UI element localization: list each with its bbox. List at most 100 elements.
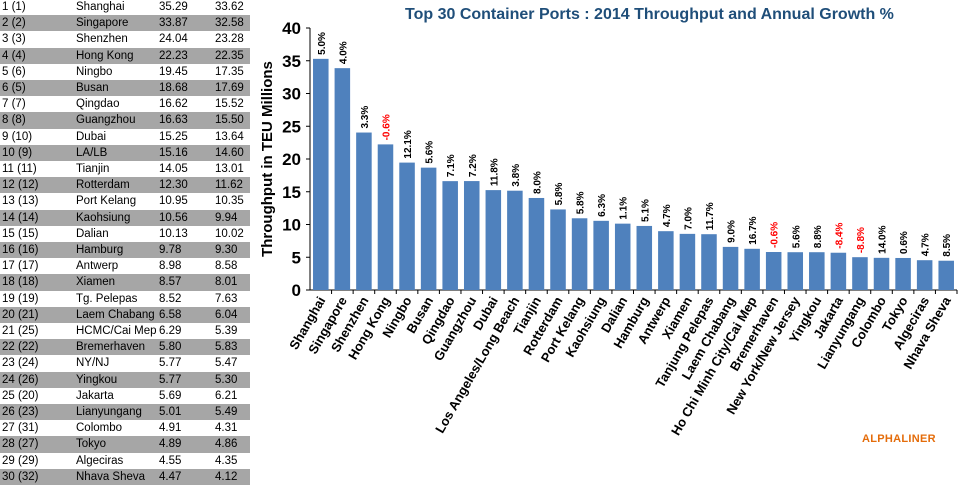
port-name-cell: HCMC/Cai Mep (76, 325, 157, 337)
table-row: 20 (21) Laem Chabang 6.58 6.04 (0, 306, 250, 323)
bar (636, 225, 653, 290)
rank-cell: 28 (27) (2, 438, 39, 451)
throughput-2013-cell: 22.35 (215, 49, 244, 62)
table-row: 19 (19) Tg. Pelepas 8.52 7.63 (0, 291, 250, 307)
table-row: 29 (29) Algeciras 4.55 4.35 (0, 453, 250, 469)
y-tick-label: 40 (282, 19, 301, 38)
throughput-2014-cell: 15.16 (159, 146, 188, 159)
growth-data-label: 5.0% (317, 32, 328, 55)
throughput-2014-cell: 4.55 (159, 454, 182, 467)
throughput-2014-cell: 10.56 (159, 211, 188, 224)
throughput-2014-cell: 4.91 (159, 422, 182, 435)
bar (377, 144, 394, 290)
growth-data-label: 7.0% (683, 207, 694, 230)
table-row: 2 (2) Singapore 33.87 32.58 (0, 15, 250, 32)
table-row: 7 (7) Qingdao 16.62 15.52 (0, 96, 250, 112)
rank-cell: 23 (24) (2, 357, 39, 370)
table-row: 26 (23) Lianyungang 5.01 5.49 (0, 404, 250, 421)
growth-data-label: 5.1% (640, 199, 651, 222)
growth-data-label: 8.5% (942, 234, 953, 257)
table-row: 16 (16) Hamburg 9.78 9.30 (0, 242, 250, 259)
port-name-cell: Busan (76, 82, 109, 94)
bar (938, 260, 954, 290)
table-row: 28 (27) Tokyo 4.89 4.86 (0, 436, 250, 453)
y-tick-label: 15 (282, 183, 301, 202)
growth-data-label: 11.8% (489, 158, 500, 186)
throughput-2013-cell: 5.83 (215, 341, 238, 354)
bar (485, 190, 502, 290)
throughput-2013-cell: 7.63 (215, 292, 238, 305)
bar (334, 68, 351, 291)
table-row: 10 (9) LA/LB 15.16 14.60 (0, 144, 250, 161)
table-row: 3 (3) Shenzhen 24.04 23.28 (0, 31, 250, 47)
port-name-cell: Hamburg (76, 244, 124, 256)
throughput-2014-cell: 10.13 (159, 227, 188, 240)
throughput-2013-cell: 10.35 (215, 195, 244, 208)
table-row: 6 (5) Busan 18.68 17.69 (0, 80, 250, 97)
port-name-cell: Algeciras (76, 454, 124, 467)
throughput-2014-cell: 8.98 (159, 260, 182, 273)
growth-data-label: 8.8% (813, 225, 824, 248)
table-row: 1 (1) Shanghai 35.29 33.62 (0, 0, 250, 15)
port-name-cell: Xiamen (76, 276, 115, 289)
throughput-2013-cell: 23.28 (215, 33, 244, 46)
growth-data-label: 16.7% (748, 216, 759, 244)
port-name-cell: Shanghai (76, 1, 125, 13)
port-name-cell: Tg. Pelepas (76, 292, 138, 305)
throughput-2014-cell: 5.77 (159, 373, 182, 386)
rank-cell: 11 (11) (2, 163, 37, 175)
rank-cell: 16 (16) (2, 244, 39, 256)
rank-cell: 21 (25) (2, 325, 39, 337)
throughput-2014-cell: 5.77 (159, 357, 182, 370)
throughput-2013-cell: 17.35 (215, 65, 244, 78)
growth-data-label: 7.2% (468, 154, 479, 177)
table-row: 14 (14) Kaohsiung 10.56 9.94 (0, 209, 250, 226)
y-tick-label: 5 (292, 248, 301, 267)
throughput-2014-cell: 19.45 (159, 65, 188, 78)
growth-data-label: 9.0% (727, 220, 738, 243)
port-name-cell: Guangzhou (76, 114, 136, 127)
port-name-cell: Antwerp (76, 260, 119, 273)
growth-data-label: 3.8% (511, 164, 522, 187)
throughput-2014-cell: 4.47 (159, 470, 182, 483)
table-row: 23 (24) NY/NJ 5.77 5.47 (0, 355, 250, 371)
throughput-2013-cell: 9.30 (215, 244, 238, 256)
bar (765, 252, 782, 290)
throughput-2014-cell: 33.87 (159, 17, 188, 30)
throughput-2013-cell: 13.64 (215, 130, 244, 143)
throughput-2013-cell: 11.62 (215, 179, 243, 192)
rank-cell: 2 (2) (2, 17, 26, 30)
table-row: 21 (25) HCMC/Cai Mep 6.29 5.39 (0, 323, 250, 339)
throughput-2014-cell: 8.52 (159, 292, 182, 305)
throughput-2013-cell: 15.50 (215, 114, 244, 127)
rank-cell: 13 (13) (2, 195, 39, 208)
throughput-2013-cell: 10.02 (215, 227, 244, 240)
bar (442, 181, 458, 290)
throughput-2013-cell: 4.35 (215, 454, 238, 467)
growth-data-label: -0.6% (381, 114, 392, 140)
bar (313, 58, 329, 291)
growth-data-label: -0.6% (770, 222, 781, 248)
throughput-2013-cell: 8.01 (215, 276, 238, 289)
rank-cell: 30 (32) (2, 470, 39, 483)
throughput-2013-cell: 8.58 (215, 260, 238, 273)
rank-cell: 8 (8) (2, 114, 26, 127)
y-tick-label: 35 (282, 52, 301, 71)
throughput-2014-cell: 10.95 (159, 195, 188, 208)
table-row: 11 (11) Tianjin 14.05 13.01 (0, 161, 250, 177)
throughput-2014-cell: 24.04 (159, 33, 188, 46)
throughput-2013-cell: 15.52 (215, 98, 244, 111)
chart-title: Top 30 Container Ports : 2014 Throughput… (405, 6, 894, 23)
table-row: 27 (31) Colombo 4.91 4.31 (0, 420, 250, 436)
bar (593, 220, 609, 290)
growth-data-label: 5.8% (576, 191, 587, 214)
port-name-cell: Ningbo (76, 65, 113, 78)
bar (528, 197, 545, 290)
table-row: 13 (13) Port Kelang 10.95 10.35 (0, 193, 250, 209)
throughput-2014-cell: 18.68 (159, 82, 188, 94)
bar (658, 231, 674, 290)
throughput-2013-cell: 4.12 (215, 470, 238, 483)
growth-data-label: 8.0% (532, 171, 543, 194)
y-tick-label: 25 (282, 117, 301, 136)
bar (809, 252, 825, 290)
